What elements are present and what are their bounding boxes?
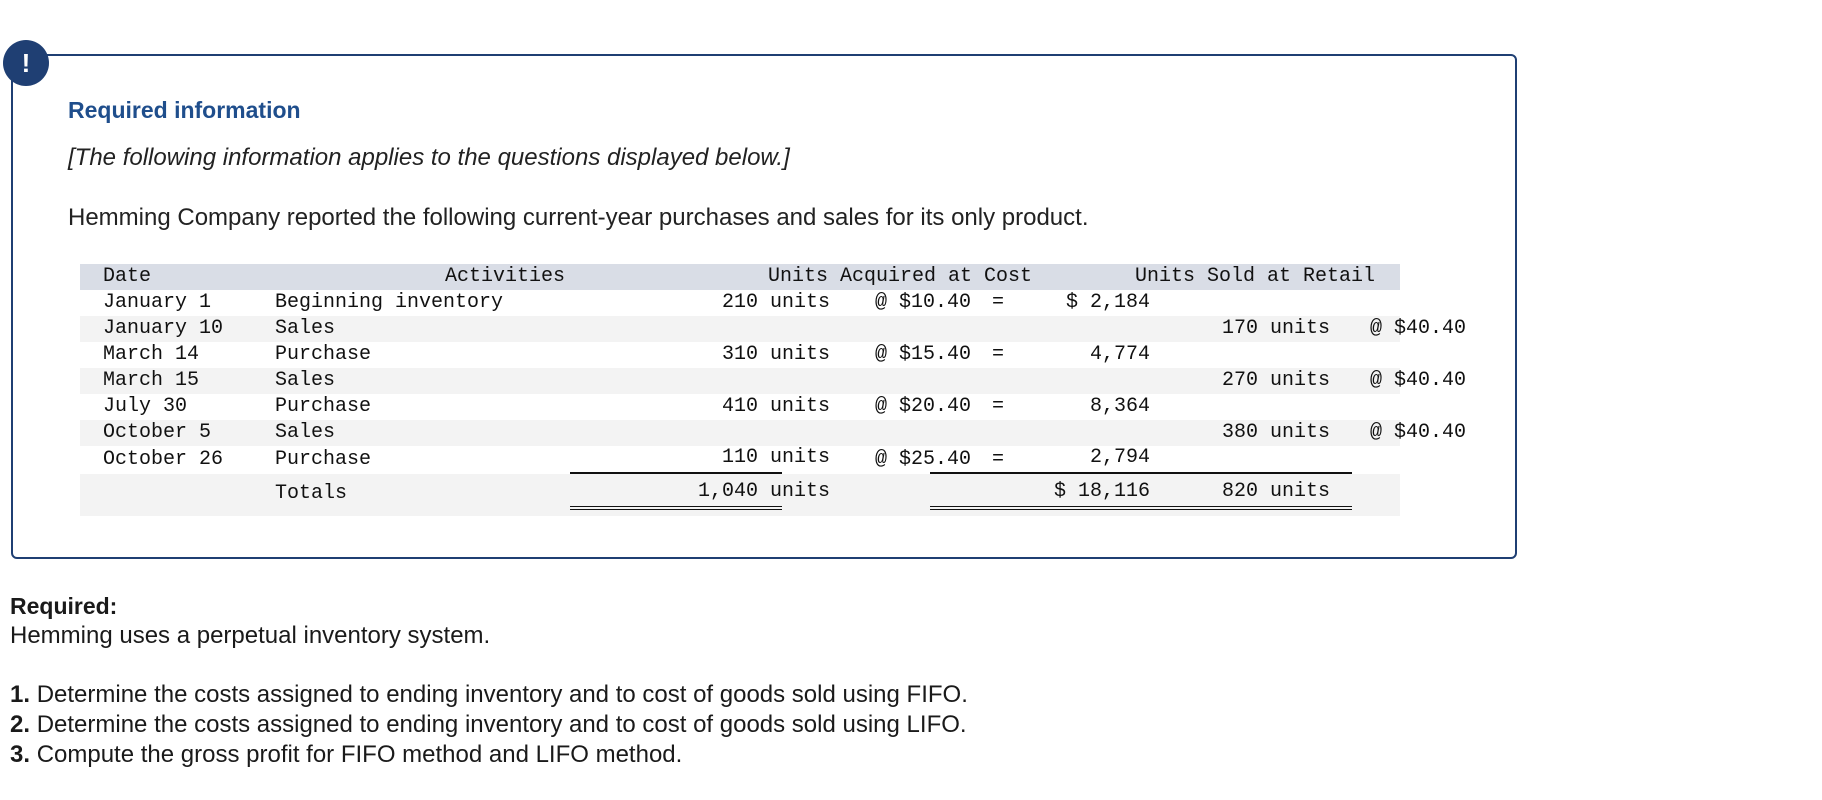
header-units-acquired: Units Acquired at Cost [767, 265, 1033, 288]
row-rate: @ $25.40 [875, 448, 972, 471]
info-note: [The following information applies to th… [68, 144, 790, 171]
totals-units: 1,040 units [697, 480, 830, 503]
row-date: January 1 [103, 291, 212, 314]
inventory-table: Date Activities Units Acquired at Cost U… [80, 264, 1466, 516]
header-activities: Activities [444, 265, 566, 288]
row-activity: Sales [275, 317, 336, 340]
table-row-band [80, 420, 1400, 446]
header-date: Date [103, 265, 152, 288]
required-label: Required: [10, 593, 118, 619]
question-number: 2. [10, 711, 31, 738]
row-date: October 26 [103, 448, 224, 471]
question-1: 1. Determine the costs assigned to endin… [10, 681, 968, 709]
intro-text: Hemming Company reported the following c… [68, 204, 1089, 231]
table-row-band [80, 316, 1400, 342]
cost-underline [930, 472, 1352, 474]
row-equals: = [992, 395, 1005, 418]
row-activity: Purchase [275, 448, 372, 471]
row-activity: Purchase [275, 395, 372, 418]
table-header-band [80, 264, 1400, 290]
row-sold-units: 380 units [1221, 421, 1330, 444]
row-activity: Beginning inventory [275, 291, 504, 314]
row-rate: @ $20.40 [875, 395, 972, 418]
row-units: 210 units [721, 291, 830, 314]
question-number: 3. [10, 741, 31, 768]
question-text: Determine the costs assigned to ending i… [36, 681, 968, 708]
row-date: March 14 [103, 343, 200, 366]
row-units: 110 units [721, 446, 830, 469]
totals-label: Totals [275, 482, 348, 505]
row-units: 310 units [721, 343, 830, 366]
question-text: Compute the gross profit for FIFO method… [36, 741, 683, 768]
row-cost: 2,794 [1089, 446, 1150, 469]
row-equals: = [992, 291, 1005, 314]
totals-cost: $ 18,116 [1053, 480, 1150, 503]
row-rate: @ $15.40 [875, 343, 972, 366]
question-text: Determine the costs assigned to ending i… [36, 711, 967, 738]
row-date: January 10 [103, 317, 224, 340]
row-equals: = [992, 343, 1005, 366]
inventory-system-text: Hemming uses a perpetual inventory syste… [10, 622, 491, 649]
row-activity: Sales [275, 421, 336, 444]
row-date: July 30 [103, 395, 188, 418]
row-sold-units: 270 units [1221, 369, 1330, 392]
row-sold-rate: @ $40.40 [1370, 317, 1467, 340]
required-information-title: Required information [68, 97, 301, 123]
row-units: 410 units [721, 395, 830, 418]
row-equals: = [992, 448, 1005, 471]
row-sold-rate: @ $40.40 [1370, 421, 1467, 444]
row-activity: Sales [275, 369, 336, 392]
totals-cost-double-underline [930, 506, 1352, 510]
row-date: October 5 [103, 421, 212, 444]
totals-sold-units: 820 units [1221, 480, 1330, 503]
row-activity: Purchase [275, 343, 372, 366]
row-date: March 15 [103, 369, 200, 392]
row-sold-units: 170 units [1221, 317, 1330, 340]
question-2: 2. Determine the costs assigned to endin… [10, 711, 967, 739]
alert-icon: ! [3, 40, 49, 86]
row-cost: 4,774 [1089, 343, 1150, 366]
row-rate: @ $10.40 [875, 291, 972, 314]
question-3: 3. Compute the gross profit for FIFO met… [10, 741, 682, 769]
question-number: 1. [10, 681, 31, 708]
row-sold-rate: @ $40.40 [1370, 369, 1467, 392]
header-units-sold: Units Sold at Retail [1134, 265, 1376, 288]
units-underline [570, 472, 782, 474]
totals-units-double-underline [570, 506, 782, 510]
row-cost: 8,364 [1089, 395, 1150, 418]
table-row-band [80, 368, 1400, 394]
row-cost: $ 2,184 [1065, 291, 1150, 314]
